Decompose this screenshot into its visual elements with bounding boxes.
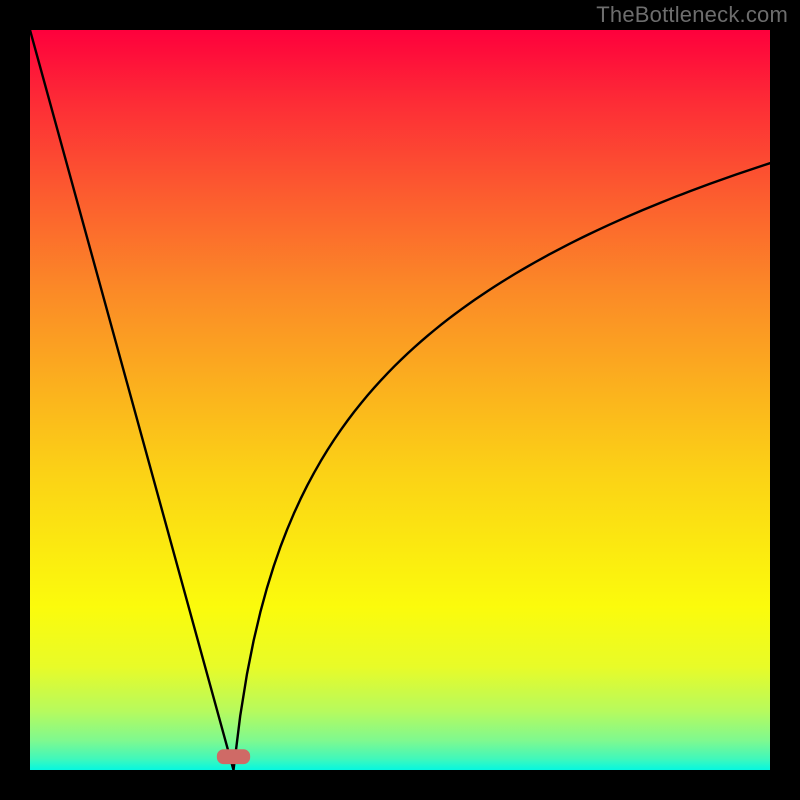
chart-background — [30, 30, 770, 770]
bottleneck-chart — [30, 30, 770, 770]
chart-svg — [30, 30, 770, 770]
frame-right — [770, 0, 800, 800]
optimum-marker — [217, 749, 250, 764]
frame-bottom — [0, 770, 800, 800]
frame-left — [0, 0, 30, 800]
watermark-text: TheBottleneck.com — [596, 2, 788, 28]
